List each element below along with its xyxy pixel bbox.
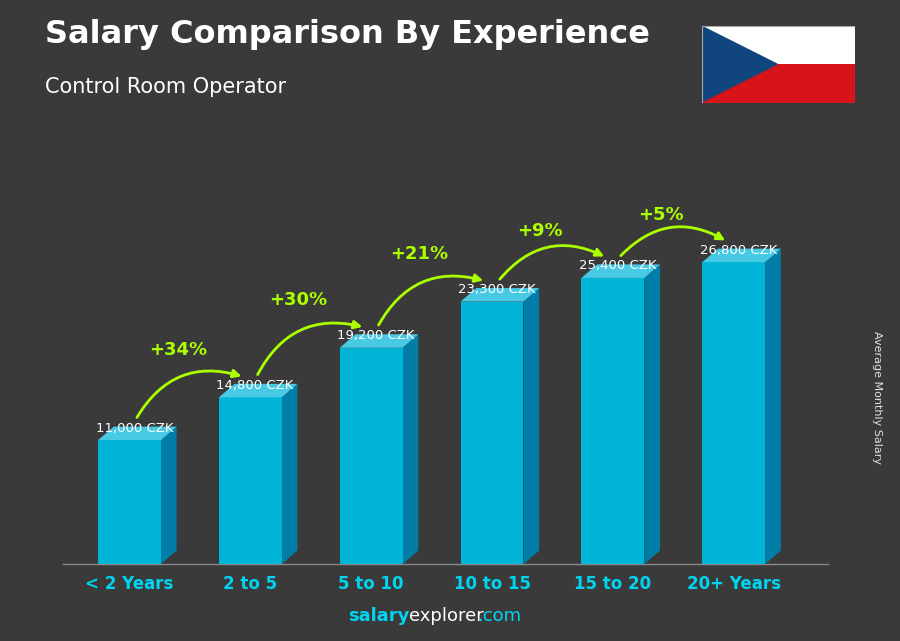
Text: Control Room Operator: Control Room Operator (45, 77, 286, 97)
Bar (98, 440, 161, 564)
Polygon shape (581, 264, 660, 278)
Polygon shape (524, 288, 539, 564)
Polygon shape (219, 384, 298, 397)
Bar (340, 348, 402, 564)
Text: Average Monthly Salary: Average Monthly Salary (872, 331, 883, 464)
Text: 26,800 CZK: 26,800 CZK (700, 244, 778, 256)
Bar (461, 301, 524, 564)
Bar (219, 397, 282, 564)
Text: salary: salary (348, 607, 410, 625)
Text: Salary Comparison By Experience: Salary Comparison By Experience (45, 19, 650, 50)
Text: 14,800 CZK: 14,800 CZK (217, 379, 294, 392)
Bar (702, 64, 855, 103)
Polygon shape (702, 249, 781, 262)
Polygon shape (644, 264, 660, 564)
Text: 23,300 CZK: 23,300 CZK (458, 283, 536, 296)
Bar (581, 278, 644, 564)
Text: explorer: explorer (410, 607, 484, 625)
Text: +30%: +30% (270, 292, 328, 310)
Polygon shape (340, 334, 418, 348)
Polygon shape (402, 334, 418, 564)
Text: .com: .com (477, 607, 521, 625)
Text: +5%: +5% (638, 206, 684, 224)
Bar (702, 262, 765, 564)
Text: 11,000 CZK: 11,000 CZK (95, 422, 173, 435)
Polygon shape (161, 427, 176, 564)
Text: +9%: +9% (518, 222, 563, 240)
Polygon shape (282, 384, 298, 564)
Text: +21%: +21% (391, 246, 448, 263)
Text: 19,200 CZK: 19,200 CZK (338, 329, 415, 342)
Polygon shape (765, 249, 781, 564)
Bar (702, 26, 855, 64)
Polygon shape (461, 288, 539, 301)
Polygon shape (98, 427, 176, 440)
Polygon shape (702, 26, 778, 103)
Text: 25,400 CZK: 25,400 CZK (579, 260, 656, 272)
Text: +34%: +34% (148, 341, 207, 359)
